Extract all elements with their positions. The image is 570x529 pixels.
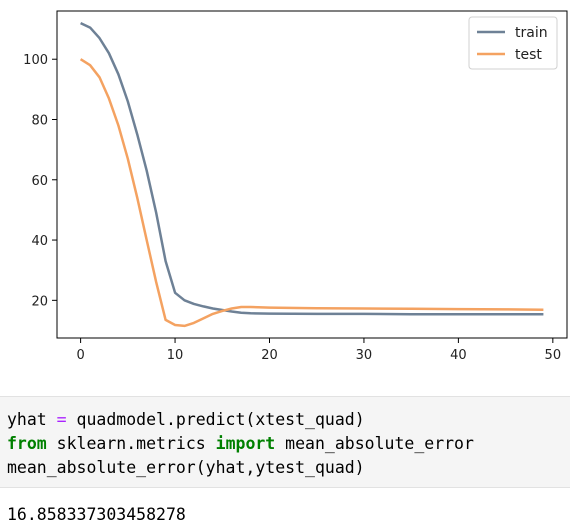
series-line-train — [80, 21, 544, 316]
x-tick-label: 30 — [356, 348, 373, 363]
x-tick-label: 50 — [545, 348, 562, 363]
y-tick-label: 60 — [31, 174, 48, 189]
code-token: mean_absolute_error — [275, 434, 474, 453]
x-tick-label: 0 — [76, 348, 84, 363]
x-tick-label: 20 — [261, 348, 278, 363]
axes-frame — [56, 10, 568, 339]
x-tick-label: 40 — [450, 348, 467, 363]
code-operator: = — [56, 410, 67, 429]
legend-label: train — [515, 25, 548, 41]
code-line-2: from sklearn.metrics import mean_absolut… — [7, 432, 570, 456]
legend-box — [468, 16, 558, 70]
code-line-1: yhat = quadmodel.predict(xtest_quad) — [7, 408, 570, 432]
output-value: 16.858337303458278 — [7, 505, 186, 524]
code-token: mean_absolute_error(yhat,ytest_quad) — [7, 458, 365, 477]
code-token: yhat — [7, 410, 57, 429]
legend-label: test — [515, 47, 542, 63]
series-line-test — [79, 58, 544, 328]
code-line-3: mean_absolute_error(yhat,ytest_quad) — [7, 456, 570, 480]
x-tick-label: 10 — [167, 348, 184, 363]
code-keyword: from — [7, 434, 47, 453]
code-token: quadmodel.predict(xtest_quad) — [66, 410, 365, 429]
code-cell[interactable]: yhat = quadmodel.predict(xtest_quad) fro… — [0, 396, 570, 488]
y-tick-label: 80 — [31, 113, 48, 128]
code-keyword: import — [215, 434, 276, 453]
y-tick-label: 40 — [31, 234, 48, 249]
chart-svg: 0 10 20 30 40 50 20 40 60 80 100 train test — [23, 10, 568, 363]
y-tick-label: 20 — [31, 294, 48, 309]
code-token: sklearn.metrics — [46, 434, 216, 453]
y-tick-label: 100 — [23, 53, 48, 68]
line-chart: 0 10 20 30 40 50 20 40 60 80 100 train test — [23, 10, 568, 363]
